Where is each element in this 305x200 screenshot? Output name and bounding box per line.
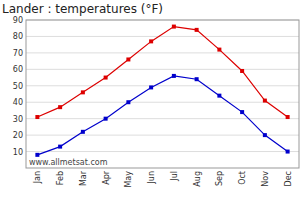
marker — [195, 77, 199, 81]
y-tick-label: 90 — [13, 16, 23, 25]
marker — [286, 115, 290, 119]
y-tick-label: 80 — [13, 32, 23, 41]
marker — [104, 76, 108, 80]
x-tick-label: Aug — [193, 171, 202, 187]
x-tick-label: Dec — [284, 171, 293, 186]
y-tick-label: 70 — [13, 49, 23, 58]
marker — [81, 130, 85, 134]
marker — [126, 57, 130, 61]
y-tick-label: 20 — [13, 131, 23, 140]
x-tick-label: Apr — [102, 170, 111, 185]
y-tick-label: 40 — [13, 98, 23, 107]
title: Lander : temperatures (°F) — [2, 2, 163, 16]
marker — [35, 115, 39, 119]
chart: Lander : temperatures (°F) 10 20 30 40 50 60 70… — [0, 0, 305, 200]
plot-frame — [26, 20, 299, 168]
grid-line — [26, 85, 299, 86]
x-tick-label: Nov — [261, 171, 270, 187]
marker — [149, 85, 153, 89]
y-tick-label: 10 — [13, 148, 23, 157]
grid-line — [26, 36, 299, 37]
marker — [172, 74, 176, 78]
marker — [217, 48, 221, 52]
marker — [172, 25, 176, 29]
grid-line — [26, 69, 299, 70]
grid-line — [26, 52, 299, 53]
marker — [217, 94, 221, 98]
x-tick-label: Jul — [170, 171, 179, 182]
marker — [240, 69, 244, 73]
marker — [35, 153, 39, 157]
marker — [263, 99, 267, 103]
marker — [263, 133, 267, 137]
marker — [126, 100, 130, 104]
watermark: www.allmetsat.com — [29, 158, 108, 167]
series-line — [37, 76, 287, 155]
x-tick-label: Oct — [238, 171, 247, 185]
x-tick-label: Mar — [79, 170, 88, 186]
x-tick-label: Feb — [56, 171, 65, 185]
y-tick-label: 50 — [13, 82, 23, 91]
series-line — [37, 27, 287, 117]
marker — [195, 28, 199, 32]
marker — [240, 110, 244, 114]
grid-line — [26, 151, 299, 152]
marker — [81, 90, 85, 94]
x-tick-label: Jun — [147, 171, 156, 185]
y-tick-label: 30 — [13, 115, 23, 124]
marker — [104, 117, 108, 121]
grid-line — [26, 135, 299, 136]
marker — [286, 150, 290, 154]
grid-line — [26, 118, 299, 119]
plot-area — [35, 25, 289, 157]
y-tick-label: 60 — [13, 65, 23, 74]
marker — [58, 105, 62, 109]
marker — [149, 39, 153, 43]
x-tick-label: May — [124, 171, 133, 188]
x-tick-label: Jan — [33, 171, 42, 184]
x-tick-label: Sep — [215, 171, 224, 186]
marker — [58, 145, 62, 149]
